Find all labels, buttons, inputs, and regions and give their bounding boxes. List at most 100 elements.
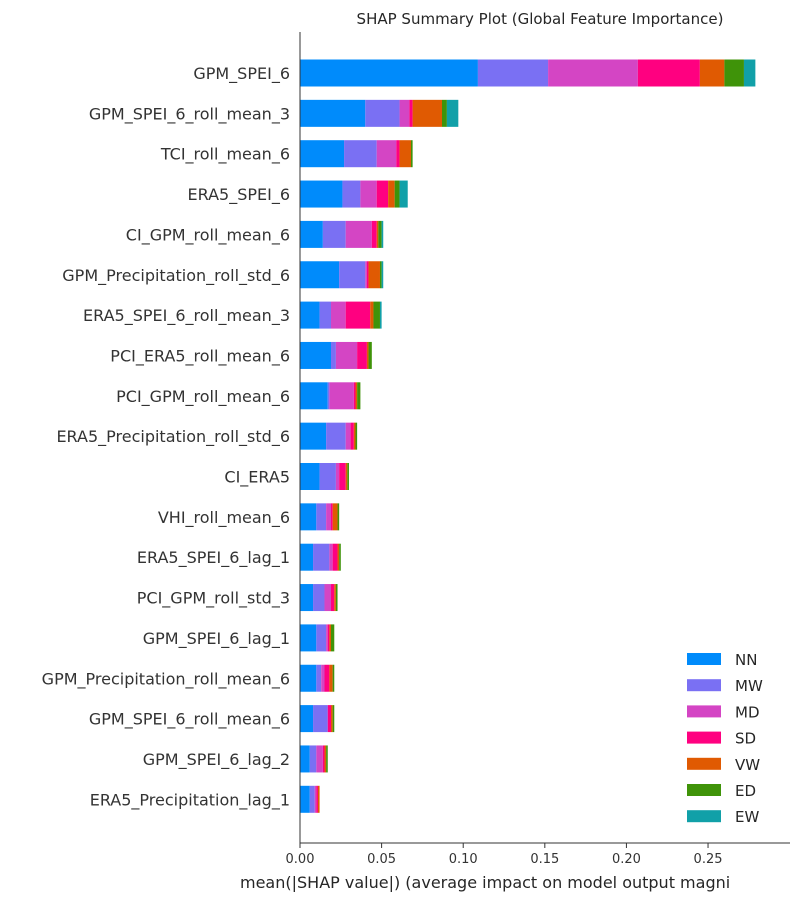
bar-segment-ed (410, 140, 413, 168)
bar-segment-mw (365, 99, 400, 127)
legend-swatch-md (687, 705, 721, 718)
bar-segment-nn (300, 180, 343, 208)
bar-segment-ed (339, 543, 341, 571)
legend-label-sd: SD (735, 730, 756, 748)
feature-label: VHI_roll_mean_6 (158, 508, 290, 528)
bar-segment-ew (446, 99, 459, 127)
bar-segment-vw (388, 180, 395, 208)
feature-label: GPM_SPEI_6_lag_2 (143, 750, 290, 770)
legend-label-vw: VW (735, 756, 760, 774)
bar-segment-vw (337, 543, 340, 571)
bar-segment-md (329, 543, 333, 571)
bar-segment-md (360, 180, 377, 208)
bar-segment-vw (317, 785, 320, 813)
bar-segment-md (316, 745, 323, 773)
bar-segment-nn (300, 261, 340, 289)
bar-segment-nn (300, 59, 478, 87)
bar-segment-sd (366, 261, 369, 289)
bar-segment-vw (355, 382, 358, 410)
bar-segment-ed (379, 261, 382, 289)
x-tick-label: 0.10 (449, 852, 478, 867)
legend-swatch-nn (687, 653, 721, 665)
bar-segment-md (376, 140, 397, 168)
bar-segment-sd (371, 220, 377, 248)
bar-segment-sd (327, 705, 332, 733)
legend-swatch-vw (687, 757, 721, 770)
bar-segment-md (399, 99, 410, 127)
bar-segment-ed (724, 59, 744, 87)
bar-segment-nn (300, 422, 327, 450)
bar-segment-nn (300, 745, 310, 773)
bar-segment-md (326, 624, 328, 652)
bar-segment-vw (376, 220, 379, 248)
legend: NN MW MD SD VW ED EW (687, 651, 763, 826)
bar-segment-md (335, 463, 340, 490)
feature-label: CI_ERA5 (224, 468, 290, 488)
feature-label: PCI_GPM_roll_mean_6 (116, 387, 290, 407)
bar-segment-ew (743, 59, 756, 87)
bar-segment-nn (300, 140, 345, 168)
bar-segment-sd (396, 140, 400, 168)
bar-segment-mw (309, 785, 315, 813)
bar-segment-nn (300, 99, 366, 127)
feature-label: GPM_Precipitation_roll_std_6 (62, 266, 290, 286)
bar-segment-mw (313, 705, 328, 733)
bar-segment-ed (368, 341, 372, 369)
bar-segment-sd (327, 624, 330, 652)
x-tick-label: 0.25 (694, 852, 723, 867)
bar-segment-md (345, 220, 372, 248)
bar-segment-ed (332, 664, 335, 692)
bar-segment-sd (331, 584, 335, 612)
bars-group (300, 59, 756, 813)
bar-segment-mw (316, 503, 327, 531)
bar-segment-nn (300, 664, 317, 692)
bar-segment-ed (347, 463, 349, 490)
legend-swatch-mw (687, 679, 721, 692)
legend-label-mw: MW (735, 677, 763, 695)
bar-segment-md (321, 664, 325, 692)
bar-segment-ed (326, 745, 328, 773)
legend-swatch-ed (687, 784, 721, 796)
x-tick-label: 0.00 (286, 852, 315, 867)
x-tick-label: 0.05 (367, 852, 396, 867)
bar-segment-mw (344, 140, 377, 168)
bar-segment-md (331, 301, 346, 329)
bar-segment-nn (300, 705, 314, 733)
bar-segment-nn (300, 220, 323, 248)
bar-segment-sd (331, 503, 333, 531)
feature-label: CI_GPM_roll_mean_6 (126, 225, 290, 245)
bar-segment-vw (332, 503, 338, 531)
bar-segment-nn (300, 463, 320, 490)
feature-label: GPM_SPEI_6_roll_mean_6 (89, 710, 290, 730)
bar-segment-vw (331, 705, 333, 733)
feature-label: GPM_SPEI_6_roll_mean_3 (89, 104, 290, 124)
bar-segment-sd (637, 59, 700, 87)
bar-segment-nn (300, 543, 314, 571)
feature-label: GPM_SPEI_6 (193, 64, 290, 84)
bar-segment-nn (300, 503, 317, 531)
bar-segment-vw (412, 99, 442, 127)
bar-segment-ed (335, 584, 338, 612)
bar-segment-ed (373, 301, 380, 329)
bar-segment-sd (345, 301, 371, 329)
bar-segment-mw (319, 463, 336, 490)
bar-segment-mw (327, 382, 330, 410)
bar-segment-md (345, 422, 351, 450)
bar-segment-mw (331, 341, 336, 369)
feature-label: GPM_SPEI_6_lag_1 (143, 629, 290, 649)
bar-segment-ed (441, 99, 447, 127)
bar-segment-md (329, 382, 354, 410)
bar-segment-md (335, 341, 358, 369)
bar-segment-sd (376, 180, 389, 208)
bar-segment-vw (353, 422, 356, 450)
bar-segment-mw (316, 624, 327, 652)
bar-segment-vw (329, 624, 332, 652)
legend-label-nn: NN (735, 651, 757, 669)
bar-segment-md (365, 261, 367, 289)
legend-label-ed: ED (735, 782, 756, 800)
legend-label-ew: EW (735, 808, 759, 826)
bar-segment-ed (394, 180, 400, 208)
bar-segment-vw (345, 463, 348, 490)
bar-segment-vw (334, 584, 336, 612)
